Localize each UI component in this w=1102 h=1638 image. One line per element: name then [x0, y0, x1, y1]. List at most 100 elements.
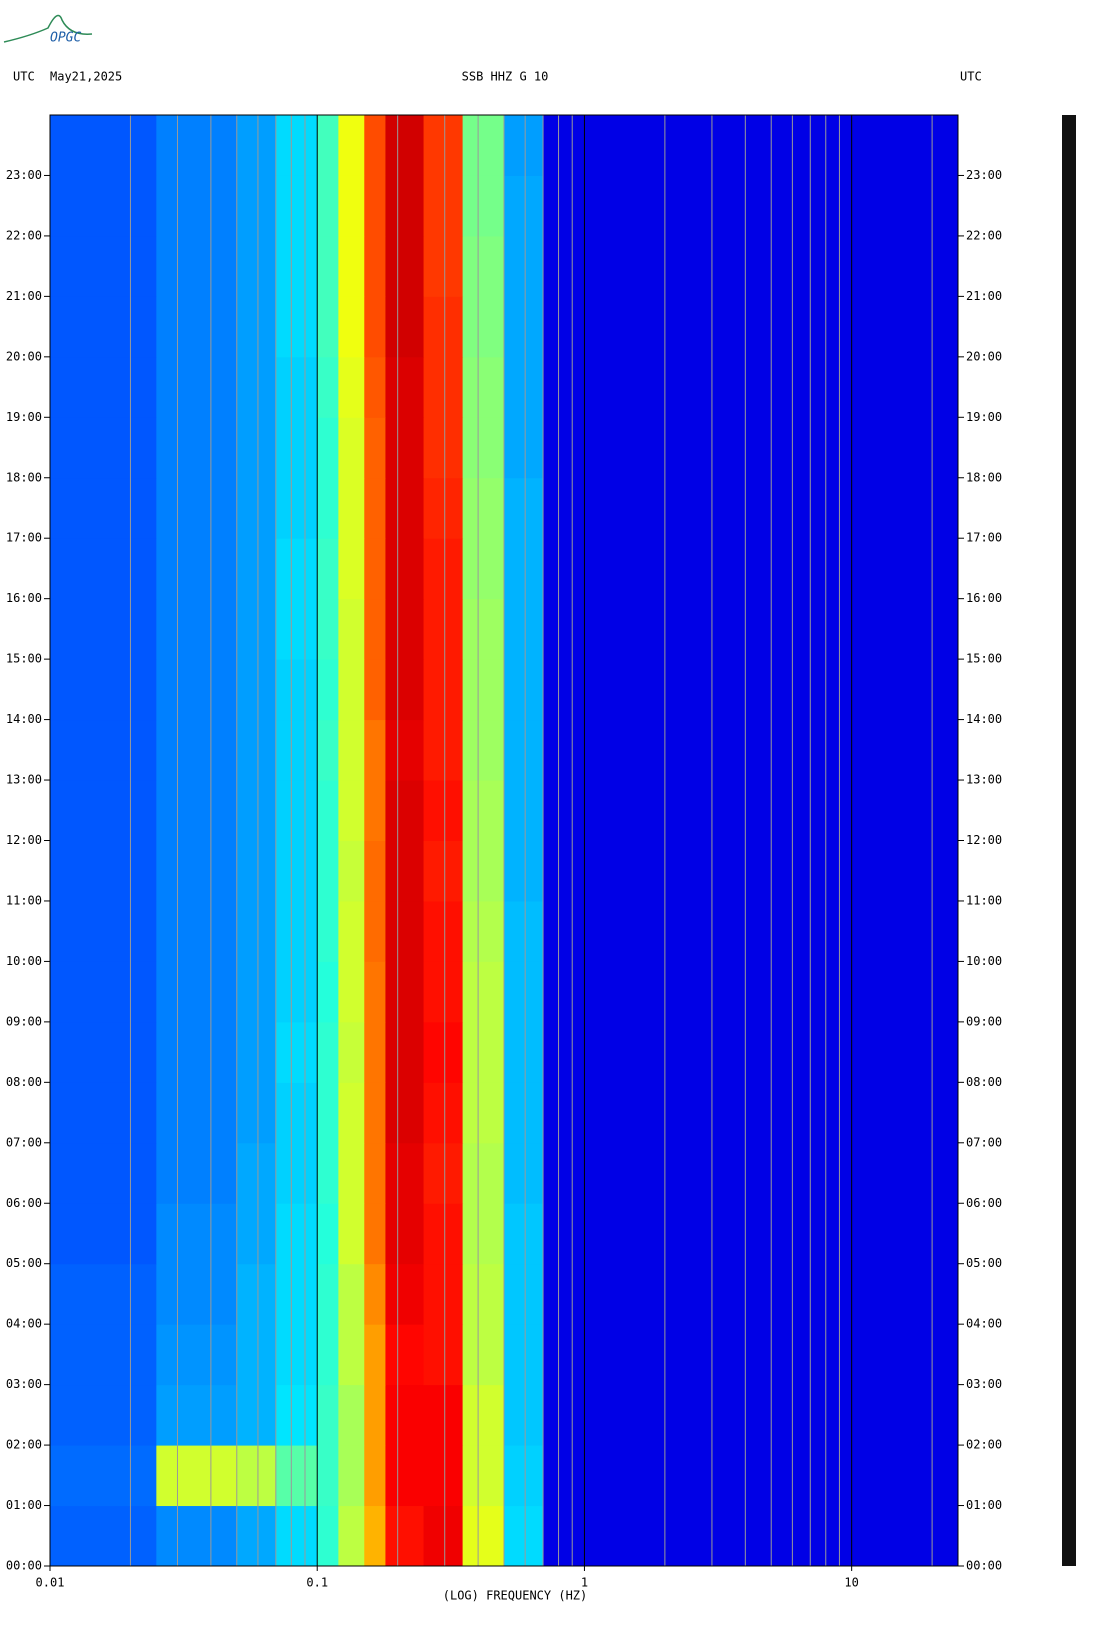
spectrogram-cell — [156, 296, 238, 358]
spectrogram-cell — [236, 1384, 277, 1446]
spectrogram-cell — [338, 175, 365, 237]
spectrogram-cell — [543, 235, 959, 297]
spectrogram-cell — [364, 659, 386, 721]
spectrogram-cell — [462, 477, 505, 539]
spectrogram-cell — [50, 1324, 157, 1386]
spectrogram-cell — [317, 1203, 339, 1265]
spectrogram-cell — [543, 1263, 959, 1325]
spectrogram-cell — [364, 1324, 386, 1386]
spectrogram-cell — [156, 1324, 238, 1386]
spectrogram-cell — [543, 417, 959, 479]
spectrogram-cell — [338, 1263, 365, 1325]
spectrogram-cell — [543, 780, 959, 841]
spectrogram-cell — [543, 598, 959, 660]
y-tick-label-left: 07:00 — [6, 1135, 42, 1149]
spectrogram-cell — [385, 417, 425, 479]
spectrogram-cell — [462, 900, 505, 962]
spectrogram-cell — [504, 1445, 544, 1507]
spectrogram-cell — [156, 1021, 238, 1083]
spectrogram-cell — [275, 538, 318, 600]
x-tick-label: 0.1 — [306, 1576, 328, 1590]
spectrogram-cell — [275, 356, 318, 418]
spectrogram-cell — [364, 719, 386, 781]
spectrogram-cell — [156, 1142, 238, 1204]
spectrogram-cell — [236, 1142, 277, 1204]
spectrogram-cell — [423, 719, 464, 781]
spectrogram-cell — [338, 1324, 365, 1386]
spectrogram-cell — [236, 900, 277, 962]
spectrogram-cell — [364, 296, 386, 358]
spectrogram-cell — [504, 115, 544, 176]
y-tick-label-left: 15:00 — [6, 652, 42, 666]
spectrogram-cell — [275, 1082, 318, 1144]
spectrogram-cell — [338, 235, 365, 297]
y-tick-label-left: 21:00 — [6, 289, 42, 303]
spectrogram-cell — [156, 175, 238, 237]
spectrogram-cell — [423, 900, 464, 962]
y-tick-label-right: 01:00 — [966, 1498, 1002, 1512]
spectrogram-cell — [385, 477, 425, 539]
logo: OPGC — [50, 31, 81, 46]
spectrogram-cell — [338, 296, 365, 358]
spectrogram-cell — [462, 1142, 505, 1204]
spectrogram-cell — [504, 175, 544, 237]
y-tick-label-right: 00:00 — [966, 1559, 1002, 1573]
x-tick-label: 0.01 — [36, 1576, 65, 1590]
spectrogram-cell — [236, 1445, 277, 1507]
spectrogram-cell — [385, 1142, 425, 1204]
spectrogram-cell — [462, 1384, 505, 1446]
spectrogram-cell — [543, 659, 959, 721]
spectrogram-cell — [317, 538, 339, 600]
spectrogram-cell — [423, 417, 464, 479]
spectrogram-cell — [317, 900, 339, 962]
spectrogram-cell — [317, 598, 339, 660]
spectrogram-cell — [275, 780, 318, 841]
spectrogram-cell — [317, 1263, 339, 1325]
spectrogram-cell — [236, 961, 277, 1023]
spectrogram-cell — [156, 1384, 238, 1446]
x-tick-label: 1 — [581, 1576, 588, 1590]
spectrogram-cell — [504, 1505, 544, 1567]
spectrogram-cell — [338, 417, 365, 479]
spectrogram-cell — [156, 417, 238, 479]
spectrogram-cell — [156, 235, 238, 297]
spectrogram-cell — [275, 1263, 318, 1325]
spectrogram-cell — [156, 598, 238, 660]
spectrogram-cell — [462, 598, 505, 660]
y-tick-label-right: 07:00 — [966, 1135, 1002, 1149]
spectrogram-cell — [462, 538, 505, 600]
spectrogram-cell — [385, 235, 425, 297]
spectrogram-cell — [50, 961, 157, 1023]
spectrogram-cell — [338, 356, 365, 418]
spectrogram-cell — [504, 840, 544, 902]
spectrogram-cell — [462, 235, 505, 297]
spectrogram-cell — [317, 1324, 339, 1386]
spectrogram-cell — [275, 598, 318, 660]
spectrogram-cell — [338, 900, 365, 962]
spectrogram-cell — [423, 1505, 464, 1567]
spectrogram-cell — [50, 1263, 157, 1325]
spectrogram-cell — [504, 1142, 544, 1204]
spectrogram-cell — [156, 115, 238, 176]
y-tick-label-left: 11:00 — [6, 893, 42, 907]
spectrogram-cell — [236, 780, 277, 841]
spectrogram-cell — [338, 780, 365, 841]
spectrogram-cell — [364, 175, 386, 237]
y-tick-label-left: 14:00 — [6, 712, 42, 726]
y-tick-label-left: 03:00 — [6, 1377, 42, 1391]
spectrogram-cell — [236, 1263, 277, 1325]
spectrogram-cell — [275, 175, 318, 237]
y-tick-label-right: 17:00 — [966, 531, 1002, 545]
spectrogram-cell — [423, 1384, 464, 1446]
spectrogram-cell — [338, 719, 365, 781]
y-tick-label-right: 22:00 — [966, 228, 1002, 242]
spectrogram-cell — [462, 1445, 505, 1507]
spectrogram-cell — [504, 659, 544, 721]
spectrogram-cell — [50, 598, 157, 660]
spectrogram-cell — [385, 598, 425, 660]
spectrogram-cell — [543, 840, 959, 902]
spectrogram-cell — [50, 1445, 157, 1507]
spectrogram-cell — [385, 1021, 425, 1083]
spectrogram-cell — [462, 1021, 505, 1083]
